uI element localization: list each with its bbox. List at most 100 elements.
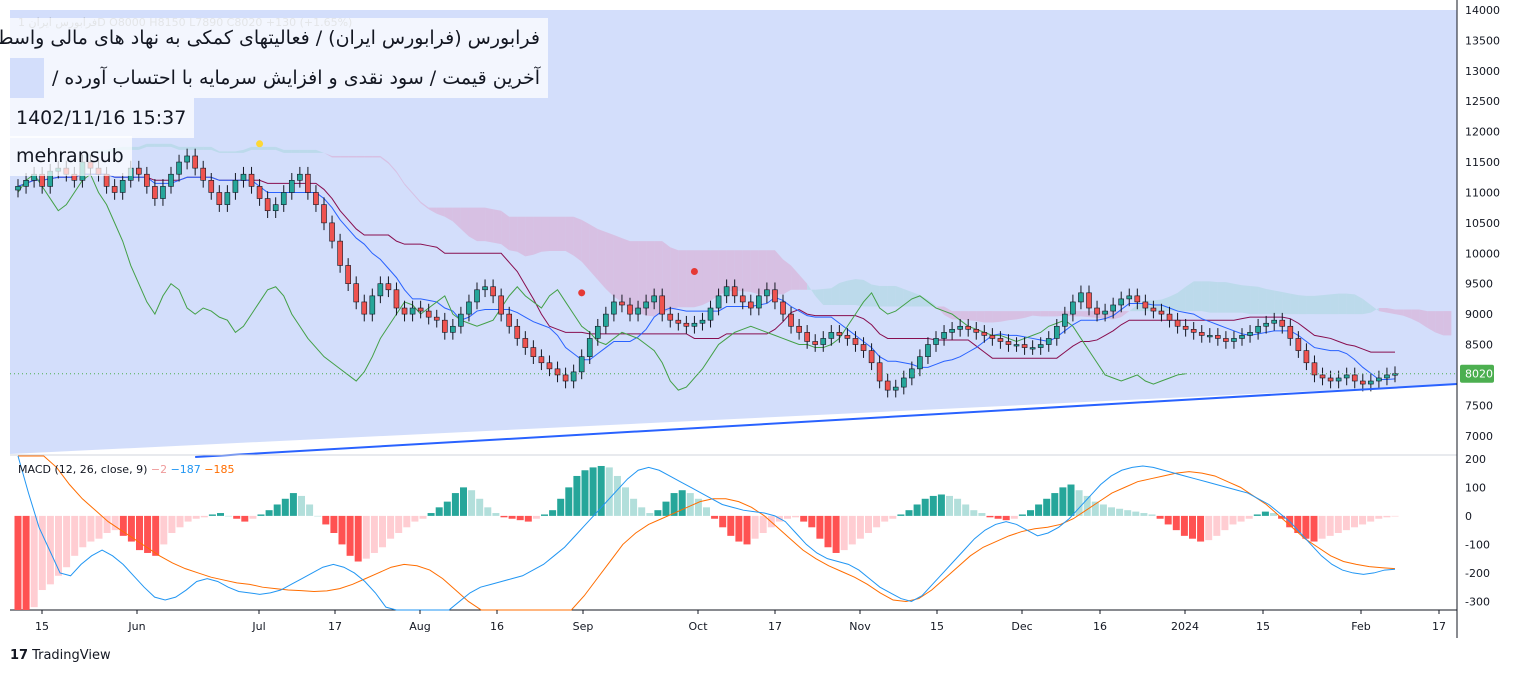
candle-down [305, 173, 311, 193]
ichimoku-cloud-segment [428, 207, 437, 214]
macd-histogram-bar [1310, 515, 1318, 542]
candle-down [852, 338, 859, 345]
ichimoku-cloud-segment [420, 201, 429, 210]
candle-down [812, 341, 819, 345]
ichimoku-cloud-segment [1330, 293, 1339, 315]
chart-author: mehransub [8, 136, 132, 176]
macd-histogram-bar [1237, 515, 1245, 522]
ichimoku-cloud-segment [436, 207, 445, 217]
macd-histogram-bar [889, 515, 897, 519]
macd-histogram-bar [192, 515, 200, 519]
last-price-label: 8020 [1465, 368, 1493, 381]
macd-histogram-bar [46, 515, 54, 585]
candle-down [361, 301, 368, 315]
candle-down [796, 325, 802, 333]
macd-histogram-bar [557, 498, 565, 516]
macd-histogram-bar [549, 510, 557, 516]
macd-tick-label: 200 [1465, 453, 1486, 466]
macd-histogram-bar [1180, 515, 1188, 536]
macd-histogram-bar [1132, 511, 1140, 516]
macd-histogram-bar [306, 504, 314, 516]
ichimoku-cloud-segment [283, 149, 292, 153]
candle-up [1343, 374, 1350, 379]
price-tick-label: 7500 [1465, 399, 1493, 412]
macd-histogram-bar [1002, 515, 1010, 521]
macd-histogram-bar [22, 515, 30, 610]
candle-up [1384, 374, 1390, 379]
candle-up [925, 344, 931, 357]
candle-down [868, 350, 875, 364]
ichimoku-cloud-segment [1322, 294, 1331, 315]
ichimoku-cloud-segment [1411, 309, 1420, 323]
candle-up [15, 186, 21, 191]
macd-histogram-bar [119, 515, 127, 536]
candle-down [264, 198, 271, 212]
candle-down [1174, 319, 1181, 327]
candle-down [216, 192, 223, 205]
macd-histogram-bar [1383, 515, 1391, 518]
signal-line [18, 455, 1396, 611]
ichimoku-cloud-segment [307, 149, 316, 153]
tradingview-logo[interactable]: 17 TradingView [10, 648, 111, 663]
candle-down [1279, 319, 1286, 327]
ichimoku-cloud-segment [1129, 304, 1138, 312]
macd-histogram-bar [346, 515, 354, 556]
macd-histogram-bar [970, 510, 978, 516]
candle-down [1005, 341, 1012, 345]
macd-histogram-bar [994, 515, 1002, 519]
ichimoku-cloud-segment [565, 216, 574, 256]
ichimoku-cloud-segment [670, 247, 679, 311]
ichimoku-cloud-segment [235, 149, 244, 153]
chart-datetime: 1402/11/16 15:37 [8, 98, 195, 138]
ichimoku-cloud-segment [1000, 311, 1009, 322]
candle-up [941, 332, 947, 339]
ichimoku-cloud-segment [734, 250, 743, 292]
price-tick-label: 9500 [1465, 278, 1493, 291]
macd-histogram-bar [492, 513, 500, 516]
ichimoku-cloud-segment [1024, 311, 1033, 318]
ichimoku-cloud-segment [815, 289, 824, 305]
macd-histogram-bar [419, 515, 427, 519]
chart-title-line2: آخرین قیمت / سود نقدی و افزایش سرمایه با… [43, 58, 548, 98]
ichimoku-cloud-segment [477, 207, 486, 242]
macd-histogram-bar [322, 515, 330, 525]
macd-histogram-bar [111, 515, 119, 531]
time-tick-label: 2024 [1171, 620, 1199, 633]
macd-histogram-bar [605, 467, 613, 516]
macd-histogram-bar [630, 498, 638, 516]
candle-down [152, 186, 158, 199]
macd-histogram-bar [508, 515, 516, 519]
candle-up [450, 325, 456, 333]
macd-histogram-bar [873, 515, 881, 528]
candle-down [747, 301, 754, 309]
macd-histogram-bar [127, 515, 135, 542]
macd-histogram-bar [913, 504, 921, 516]
macd-histogram-bar [694, 498, 702, 516]
candle-down [562, 374, 569, 382]
candle-up [1368, 380, 1374, 385]
candle-down [393, 289, 400, 309]
candle-down [506, 313, 513, 327]
macd-histogram-bar [816, 515, 824, 539]
candle-up [377, 283, 384, 297]
ichimoku-cloud-segment [501, 210, 510, 251]
ichimoku-cloud-segment [847, 279, 856, 305]
candle-up [482, 286, 488, 291]
ichimoku-cloud-segment [694, 250, 703, 308]
macd-histogram-bar [314, 515, 322, 517]
macd-histogram-bar [662, 501, 670, 516]
macd-histogram-bar [541, 514, 548, 516]
candle-up [707, 307, 714, 321]
ichimoku-cloud-segment [227, 151, 236, 153]
macd-histogram-bar [87, 515, 95, 542]
ichimoku-cloud-segment [203, 146, 212, 150]
ichimoku-cloud-segment [718, 250, 727, 296]
macd-histogram-bar [1083, 495, 1091, 516]
candle-down [989, 335, 996, 339]
candle-up [1118, 298, 1125, 306]
ichimoku-cloud-segment [597, 228, 606, 290]
candle-down [876, 362, 883, 382]
ichimoku-cloud-segment [1443, 311, 1452, 336]
candle-up [651, 295, 657, 303]
macd-histogram-bar [1326, 515, 1334, 536]
